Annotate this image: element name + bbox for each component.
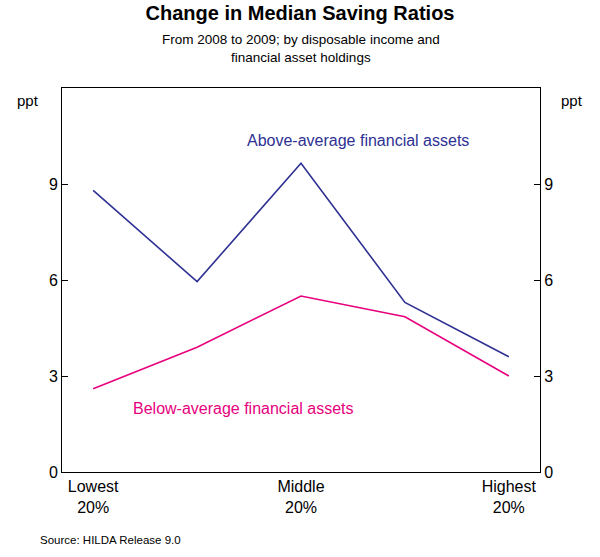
svg-text:9: 9: [49, 176, 58, 193]
svg-text:3: 3: [49, 368, 58, 385]
svg-text:Source: HILDA Release 9.0: Source: HILDA Release 9.0: [40, 534, 181, 546]
svg-text:Highest20%: Highest20%: [482, 478, 537, 516]
svg-text:9: 9: [544, 176, 553, 193]
svg-text:0: 0: [49, 464, 58, 481]
svg-text:0: 0: [544, 464, 553, 481]
svg-text:6: 6: [49, 272, 58, 289]
svg-text:Lowest20%: Lowest20%: [68, 478, 119, 516]
svg-text:Below-average financial assets: Below-average financial assets: [133, 400, 354, 417]
svg-text:3: 3: [544, 368, 553, 385]
svg-text:Change in Median Saving Ratios: Change in Median Saving Ratios: [146, 2, 455, 24]
svg-text:From 2008 to 2009; by disposab: From 2008 to 2009; by disposable income …: [162, 32, 440, 65]
svg-text:Above-average financial assets: Above-average financial assets: [247, 132, 469, 149]
svg-text:Middle20%: Middle20%: [277, 478, 324, 516]
svg-text:ppt: ppt: [561, 92, 583, 109]
svg-text:6: 6: [544, 272, 553, 289]
svg-text:ppt: ppt: [17, 92, 39, 109]
